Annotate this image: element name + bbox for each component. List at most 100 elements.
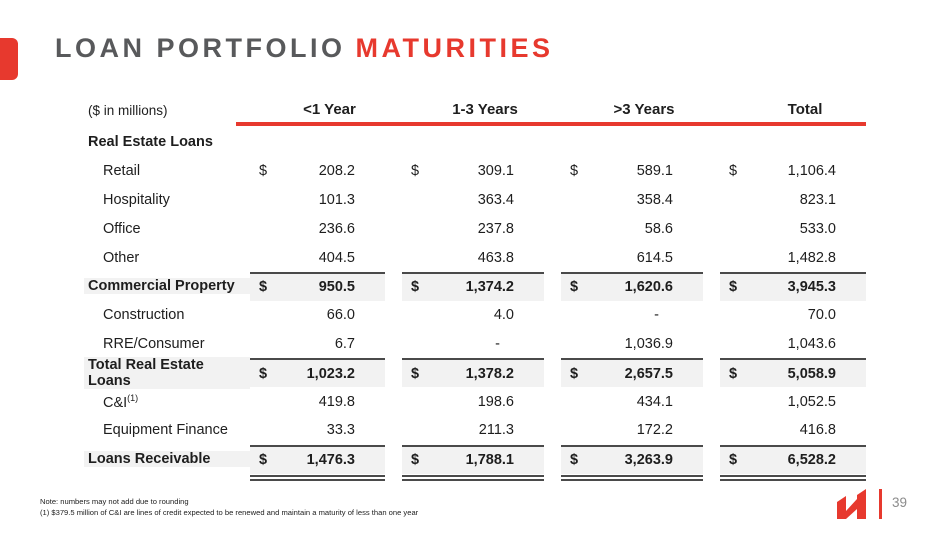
cell: 416.8 bbox=[799, 422, 836, 439]
cell: 533.0 bbox=[799, 220, 836, 237]
table-row-other: Other 404.5 463.8 614.5 1,482.8 bbox=[84, 243, 866, 272]
cell: 211.3 bbox=[478, 422, 514, 439]
cell: $1,620.6 bbox=[561, 271, 703, 301]
cell: $1,788.1 bbox=[402, 444, 544, 474]
row-label: Retail bbox=[103, 163, 141, 180]
row-label: Equipment Finance bbox=[103, 422, 228, 439]
cell: 4.0 bbox=[493, 307, 514, 324]
cell: 33.3 bbox=[326, 422, 355, 439]
cell: 70.0 bbox=[807, 307, 836, 324]
dollar-sign: $ bbox=[729, 365, 738, 382]
cell: $5,058.9 bbox=[720, 358, 866, 388]
cell: $589.1 bbox=[570, 163, 673, 180]
cell: 614.5 bbox=[636, 249, 673, 266]
row-label: Commercial Property bbox=[84, 278, 250, 295]
section-header-label: Real Estate Loans bbox=[88, 134, 213, 151]
table-row-office: Office 236.6 237.8 58.6 533.0 bbox=[84, 214, 866, 243]
cell: $1,106.4 bbox=[729, 163, 836, 180]
dollar-sign: $ bbox=[729, 279, 738, 296]
cell: $1,476.3 bbox=[250, 444, 385, 474]
dollar-sign: $ bbox=[411, 279, 420, 296]
cell: 58.6 bbox=[644, 220, 673, 237]
dollar-sign: $ bbox=[570, 452, 579, 469]
cell: 236.6 bbox=[318, 220, 355, 237]
dollar-sign: $ bbox=[729, 163, 738, 180]
cell: 358.4 bbox=[636, 191, 673, 208]
cell: $3,263.9 bbox=[561, 444, 703, 474]
dollar-sign: $ bbox=[729, 452, 738, 469]
row-label: Office bbox=[103, 220, 141, 237]
cell: - bbox=[654, 307, 659, 324]
cell: $208.2 bbox=[259, 163, 355, 180]
cell: 1,482.8 bbox=[787, 249, 836, 266]
table-row-construction: Construction 66.0 4.0 - 70.0 bbox=[84, 301, 866, 330]
table-row-equipment-finance: Equipment Finance 33.3 211.3 172.2 416.8 bbox=[84, 416, 866, 445]
dollar-sign: $ bbox=[411, 163, 420, 180]
cell: 363.4 bbox=[477, 191, 514, 208]
footnote-1: (1) $379.5 million of C&I are lines of c… bbox=[40, 507, 419, 517]
dollar-sign: $ bbox=[570, 365, 579, 382]
cell: 198.6 bbox=[477, 393, 514, 410]
loan-maturities-table: ($ in millions) <1 Year 1-3 Years >3 Yea… bbox=[84, 92, 866, 483]
column-header-gt3years: >3 Years bbox=[613, 101, 675, 118]
column-header-1-3years: 1-3 Years bbox=[452, 101, 518, 118]
table-row-loans-receivable: Loans Receivable $1,476.3 $1,788.1 $3,26… bbox=[84, 444, 866, 474]
dollar-sign: $ bbox=[259, 163, 268, 180]
footnotes: Note: numbers may not add due to roundin… bbox=[40, 497, 418, 518]
cell: 6.7 bbox=[334, 335, 355, 352]
dollar-sign: $ bbox=[259, 365, 268, 382]
cell: 1,052.5 bbox=[787, 393, 836, 410]
footnote-marker: (1) bbox=[127, 392, 139, 403]
grand-total-double-underline bbox=[84, 474, 866, 483]
table-row-retail: Retail $208.2 $309.1 $589.1 $1,106.4 bbox=[84, 157, 866, 186]
dollar-sign: $ bbox=[411, 365, 420, 382]
row-label: Construction bbox=[103, 307, 185, 324]
cell: $3,945.3 bbox=[720, 271, 866, 301]
cell: $1,023.2 bbox=[250, 358, 385, 388]
cell: 419.8 bbox=[318, 393, 355, 410]
footnote-rounding: Note: numbers may not add due to roundin… bbox=[40, 497, 189, 506]
company-logo-icon bbox=[837, 489, 866, 519]
cell: 66.0 bbox=[326, 307, 355, 324]
column-header-total: Total bbox=[787, 101, 823, 118]
table-row-rre-consumer: RRE/Consumer 6.7 - 1,036.9 1,043.6 bbox=[84, 330, 866, 359]
dollar-sign: $ bbox=[570, 163, 579, 180]
row-label: C&I(1) bbox=[103, 392, 139, 411]
cell: $2,657.5 bbox=[561, 358, 703, 388]
cell: 1,043.6 bbox=[787, 335, 836, 352]
table-row-commercial-property: Commercial Property $950.5 $1,374.2 $1,6… bbox=[84, 271, 866, 301]
dollar-sign: $ bbox=[570, 279, 579, 296]
table-row-hospitality: Hospitality 101.3 363.4 358.4 823.1 bbox=[84, 186, 866, 215]
cell: 404.5 bbox=[318, 249, 355, 266]
row-label: RRE/Consumer bbox=[103, 335, 205, 352]
title-primary: LOAN PORTFOLIO bbox=[55, 33, 346, 63]
header-underline bbox=[236, 122, 866, 126]
table-header-row: ($ in millions) <1 Year 1-3 Years >3 Yea… bbox=[84, 92, 866, 118]
footer-separator bbox=[879, 489, 882, 519]
cell: $950.5 bbox=[250, 271, 385, 301]
cell: $6,528.2 bbox=[720, 444, 866, 474]
row-label: Hospitality bbox=[103, 191, 170, 208]
page-number: 39 bbox=[892, 495, 908, 510]
dollar-sign: $ bbox=[411, 452, 420, 469]
red-corner-tab-icon bbox=[0, 38, 18, 80]
table-row-total-real-estate-loans: Total Real Estate Loans $1,023.2 $1,378.… bbox=[84, 356, 866, 389]
cell: $309.1 bbox=[411, 163, 514, 180]
cell: 1,036.9 bbox=[624, 335, 673, 352]
row-label: Other bbox=[103, 249, 140, 266]
row-label: Total Real Estate Loans bbox=[84, 356, 250, 389]
column-header-lt1year: <1 Year bbox=[303, 101, 356, 118]
cell: 823.1 bbox=[799, 191, 836, 208]
cell: - bbox=[495, 335, 500, 352]
cell: 101.3 bbox=[318, 191, 355, 208]
dollar-sign: $ bbox=[259, 279, 268, 296]
section-header-row: Real Estate Loans bbox=[84, 128, 866, 157]
cell: 463.8 bbox=[477, 249, 514, 266]
cell: $1,374.2 bbox=[402, 271, 544, 301]
dollar-sign: $ bbox=[259, 452, 268, 469]
units-label: ($ in millions) bbox=[88, 103, 168, 118]
table-row-ci: C&I(1) 419.8 198.6 434.1 1,052.5 bbox=[84, 387, 866, 416]
title-accent: MATURITIES bbox=[355, 33, 554, 63]
cell: 172.2 bbox=[636, 422, 673, 439]
